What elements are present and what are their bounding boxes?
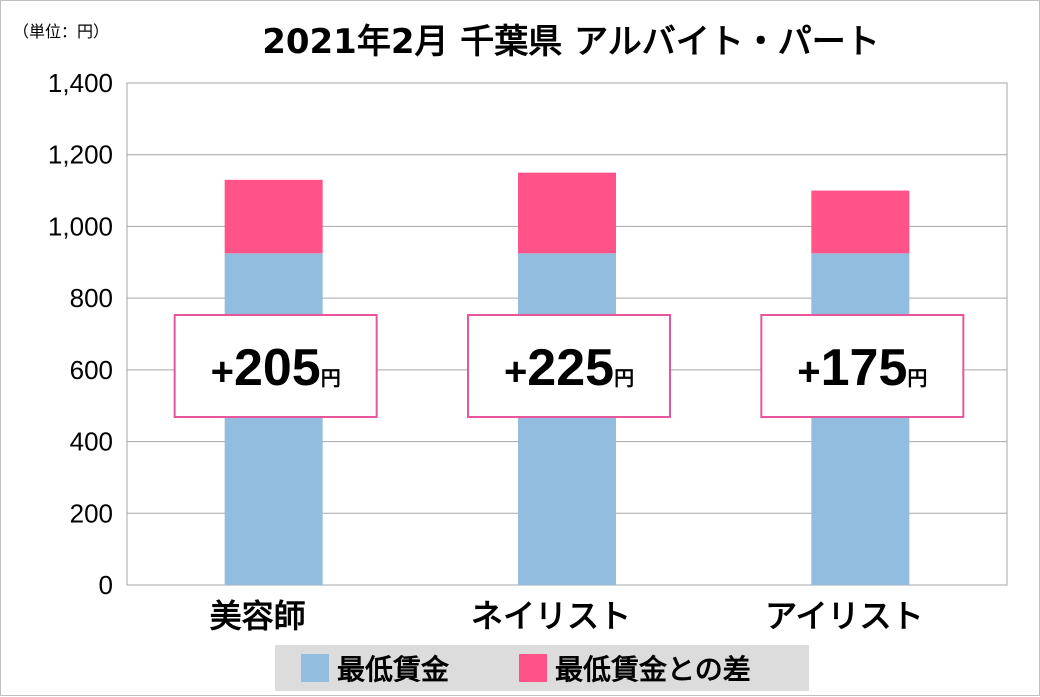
legend: 最低賃金 最低賃金との差 [275, 645, 809, 691]
difference-badge [760, 314, 965, 418]
x-tick-label: ネイリスト [471, 597, 631, 635]
difference-unit: 円 [614, 366, 634, 390]
difference-unit: 円 [321, 366, 341, 390]
y-tick-label: 200 [70, 498, 113, 528]
bar-segment [224, 253, 323, 586]
difference-badge [173, 314, 378, 418]
y-tick-label: 800 [70, 283, 113, 313]
bar-segment [224, 179, 323, 254]
legend-swatch [301, 654, 329, 682]
difference-badge [467, 314, 671, 418]
bar-segment [811, 190, 910, 254]
legend-label: 最低賃金との差 [555, 653, 751, 686]
difference-value: 205 [234, 339, 321, 397]
x-tick-label: アイリスト [765, 597, 923, 635]
difference-label: +225円 [504, 339, 634, 397]
x-tick-label: 美容師 [210, 597, 306, 635]
y-tick-label: 1,400 [48, 68, 113, 98]
difference-value: 175 [821, 339, 908, 397]
difference-label: +205円 [211, 339, 341, 397]
bar-segment [518, 253, 616, 586]
y-tick-label: 0 [99, 570, 113, 600]
difference-plus-sign: + [504, 350, 527, 394]
chart-title: 2021年2月 千葉県 アルバイト・パート [262, 22, 880, 62]
unit-label: （単位：円） [13, 22, 109, 41]
bar-segment [518, 172, 616, 254]
plot-area: 02004006008001,0001,2001,400美容師+205円ネイリス… [48, 68, 1008, 635]
legend-swatch [519, 654, 547, 682]
difference-plus-sign: + [211, 350, 234, 394]
bar-segment [811, 253, 910, 586]
difference-label: +175円 [797, 339, 927, 397]
difference-unit: 円 [907, 366, 927, 390]
y-tick-label: 1,200 [48, 140, 113, 170]
y-tick-label: 600 [70, 355, 113, 385]
difference-plus-sign: + [797, 350, 820, 394]
y-tick-label: 400 [70, 427, 113, 457]
y-tick-label: 1,000 [48, 211, 113, 241]
difference-value: 225 [527, 339, 614, 397]
legend-label: 最低賃金 [337, 653, 450, 686]
